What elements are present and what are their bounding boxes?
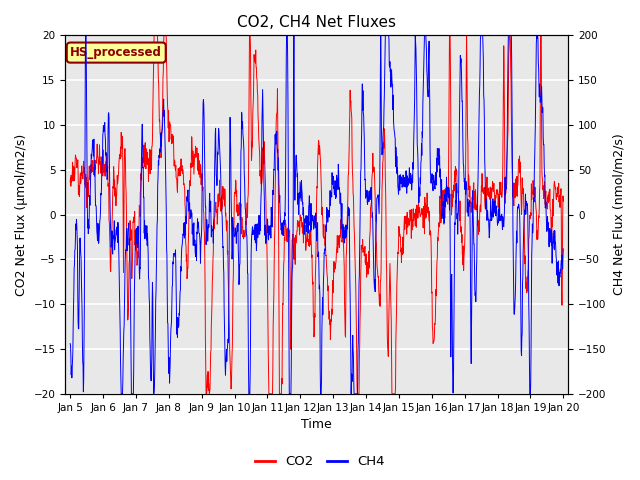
CO2 [559, 198, 567, 204]
Y-axis label: CO2 Net Flux (μmol/m2/s): CO2 Net Flux (μmol/m2/s) [15, 133, 28, 296]
CH4 [276, 208, 284, 214]
CH4 [82, 33, 90, 38]
CH4 [125, 242, 133, 248]
X-axis label: Time: Time [301, 419, 332, 432]
CO2 [150, 33, 158, 38]
CO2 [67, 179, 74, 185]
Y-axis label: CH4 Net Flux (nmol/m2/s): CH4 Net Flux (nmol/m2/s) [612, 134, 625, 296]
CO2 [202, 391, 210, 396]
CH4 [348, 379, 355, 384]
CO2 [104, 181, 112, 187]
CH4 [295, 199, 303, 204]
CO2 [348, 110, 355, 116]
Legend: CO2, CH4: CO2, CH4 [250, 450, 390, 473]
CH4 [287, 391, 294, 396]
CO2 [295, 218, 303, 224]
Line: CH4: CH4 [70, 36, 563, 394]
CO2 [125, 306, 132, 312]
Text: HS_processed: HS_processed [70, 46, 162, 59]
Title: CO2, CH4 Net Fluxes: CO2, CH4 Net Fluxes [237, 15, 396, 30]
CH4 [67, 341, 74, 347]
CH4 [559, 246, 567, 252]
CO2 [276, 391, 284, 396]
CH4 [105, 110, 113, 116]
CH4 [117, 391, 125, 396]
Line: CO2: CO2 [70, 36, 563, 394]
CO2 [287, 278, 294, 284]
